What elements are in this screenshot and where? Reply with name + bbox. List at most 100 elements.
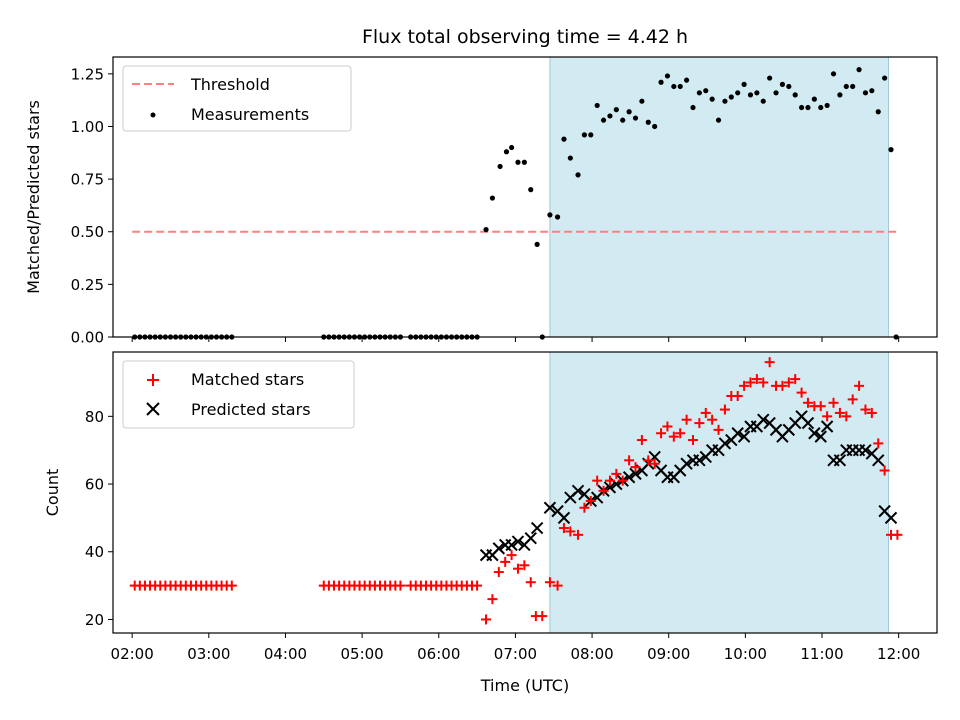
measurement-point <box>594 102 600 109</box>
predicted-star-point <box>884 511 898 525</box>
matched-star-point <box>579 502 590 513</box>
matched-star-point <box>630 462 641 473</box>
x-tick-label: 02:00 <box>111 645 154 663</box>
measurement-point <box>722 98 728 104</box>
measurement-points <box>132 67 899 340</box>
measurement-point <box>503 149 510 155</box>
matched-star-point <box>790 374 801 385</box>
matched-star-point <box>841 411 852 422</box>
matched-star-point <box>565 526 576 537</box>
x-tick-label: 09:00 <box>647 645 690 663</box>
matched-star-point <box>226 580 237 591</box>
matched-star-point <box>873 438 884 449</box>
measurement-point <box>652 123 658 130</box>
measurement-point <box>684 77 690 83</box>
legend-predicted-label: Predicted stars <box>191 400 311 419</box>
matched-star-point <box>617 475 628 486</box>
predicted-star-point <box>833 454 847 467</box>
y-tick-label: 0.25 <box>71 276 104 294</box>
measurement-point <box>760 98 766 104</box>
predicted-star-point <box>511 535 525 548</box>
predicted-star-point <box>731 427 744 440</box>
measurement-point <box>567 155 573 161</box>
matched-star-point <box>537 611 548 622</box>
x-tick-label: 03:00 <box>187 645 230 663</box>
predicted-star-point <box>808 427 821 440</box>
predicted-star-point <box>530 521 544 535</box>
x-tick-label: 05:00 <box>340 645 383 663</box>
measurement-point <box>696 90 702 96</box>
matched-star-point <box>847 394 858 405</box>
measurement-point <box>508 144 515 151</box>
matched-star-point <box>649 458 660 469</box>
measurement-point <box>798 104 805 111</box>
measurement-point <box>850 83 856 90</box>
measurement-point <box>843 83 849 90</box>
measurement-point <box>607 113 613 119</box>
matched-star-point <box>487 594 498 605</box>
matched-star-point <box>892 529 903 540</box>
ratio-y-axis-label: Matched/Predicted stars <box>24 100 43 294</box>
matched-star-point <box>592 475 603 486</box>
matched-star-point <box>758 377 769 388</box>
measurement-point <box>620 117 626 123</box>
x-tick-label: 06:00 <box>417 645 460 663</box>
count-legend: Matched stars Predicted stars <box>122 360 355 429</box>
matched-star-point <box>783 377 794 388</box>
measurement-point <box>837 92 843 98</box>
measurement-point <box>824 102 830 109</box>
measurement-point <box>632 115 639 121</box>
matched-star-point <box>796 387 807 398</box>
measurement-point <box>664 73 671 79</box>
count-panel: 02:00 03:00 04:00 05:00 06:00 07:00 08:00 09:00… <box>43 351 938 695</box>
legend-measurements-swatch <box>150 112 156 118</box>
legend-matched-swatch <box>147 374 159 386</box>
predicted-star-point <box>524 531 537 545</box>
x-tick-label: 10:00 <box>724 645 767 663</box>
measurement-point <box>786 83 792 90</box>
predicted-star-point <box>680 457 693 470</box>
matched-star-point <box>585 495 596 506</box>
measurement-point <box>658 79 664 85</box>
measurement-point <box>497 163 503 170</box>
legend-measurements-label: Measurements <box>191 105 309 124</box>
matched-star-point <box>687 435 698 446</box>
predicted-star-point <box>629 467 642 481</box>
predicted-star-point <box>872 454 885 467</box>
matched-star-point <box>552 580 563 591</box>
measurement-point <box>767 75 773 81</box>
measurement-point <box>869 88 875 94</box>
y-tick-label: 20 <box>85 611 104 629</box>
predicted-star-point <box>801 416 815 430</box>
predicted-star-point <box>505 538 518 552</box>
measurement-point <box>521 159 527 165</box>
measurement-point <box>703 88 709 94</box>
matched-star-point <box>860 404 871 415</box>
matched-star-point <box>700 407 711 418</box>
predicted-star-point <box>820 420 834 433</box>
matched-star-point <box>879 465 890 476</box>
measurement-point <box>792 92 798 98</box>
predicted-star-point <box>543 501 557 514</box>
measurement-point <box>645 119 651 125</box>
y-tick-label: 80 <box>85 408 104 426</box>
x-tick-label: 04:00 <box>264 645 307 663</box>
predicted-star-point <box>571 484 585 498</box>
predicted-star-point <box>737 430 751 443</box>
x-tick-label: 07:00 <box>494 645 537 663</box>
matched-star-point <box>777 380 788 391</box>
chart-title: Flux total observing time = 4.42 h <box>362 26 688 48</box>
time-x-axis-label: Time (UTC) <box>480 676 569 695</box>
ratio-panel-ticks: 0.00 0.25 0.50 0.75 1.00 1.25 <box>71 65 900 347</box>
measurement-point <box>735 90 741 96</box>
matched-star-point <box>739 380 750 391</box>
matched-star-point <box>764 357 775 368</box>
matched-star-point <box>636 435 647 446</box>
measurement-point <box>888 147 894 153</box>
measurement-point <box>875 109 881 115</box>
measurement-point <box>728 94 734 100</box>
matched-star-point <box>472 580 483 591</box>
measurement-point <box>575 172 581 178</box>
matched-star-point <box>573 529 584 540</box>
